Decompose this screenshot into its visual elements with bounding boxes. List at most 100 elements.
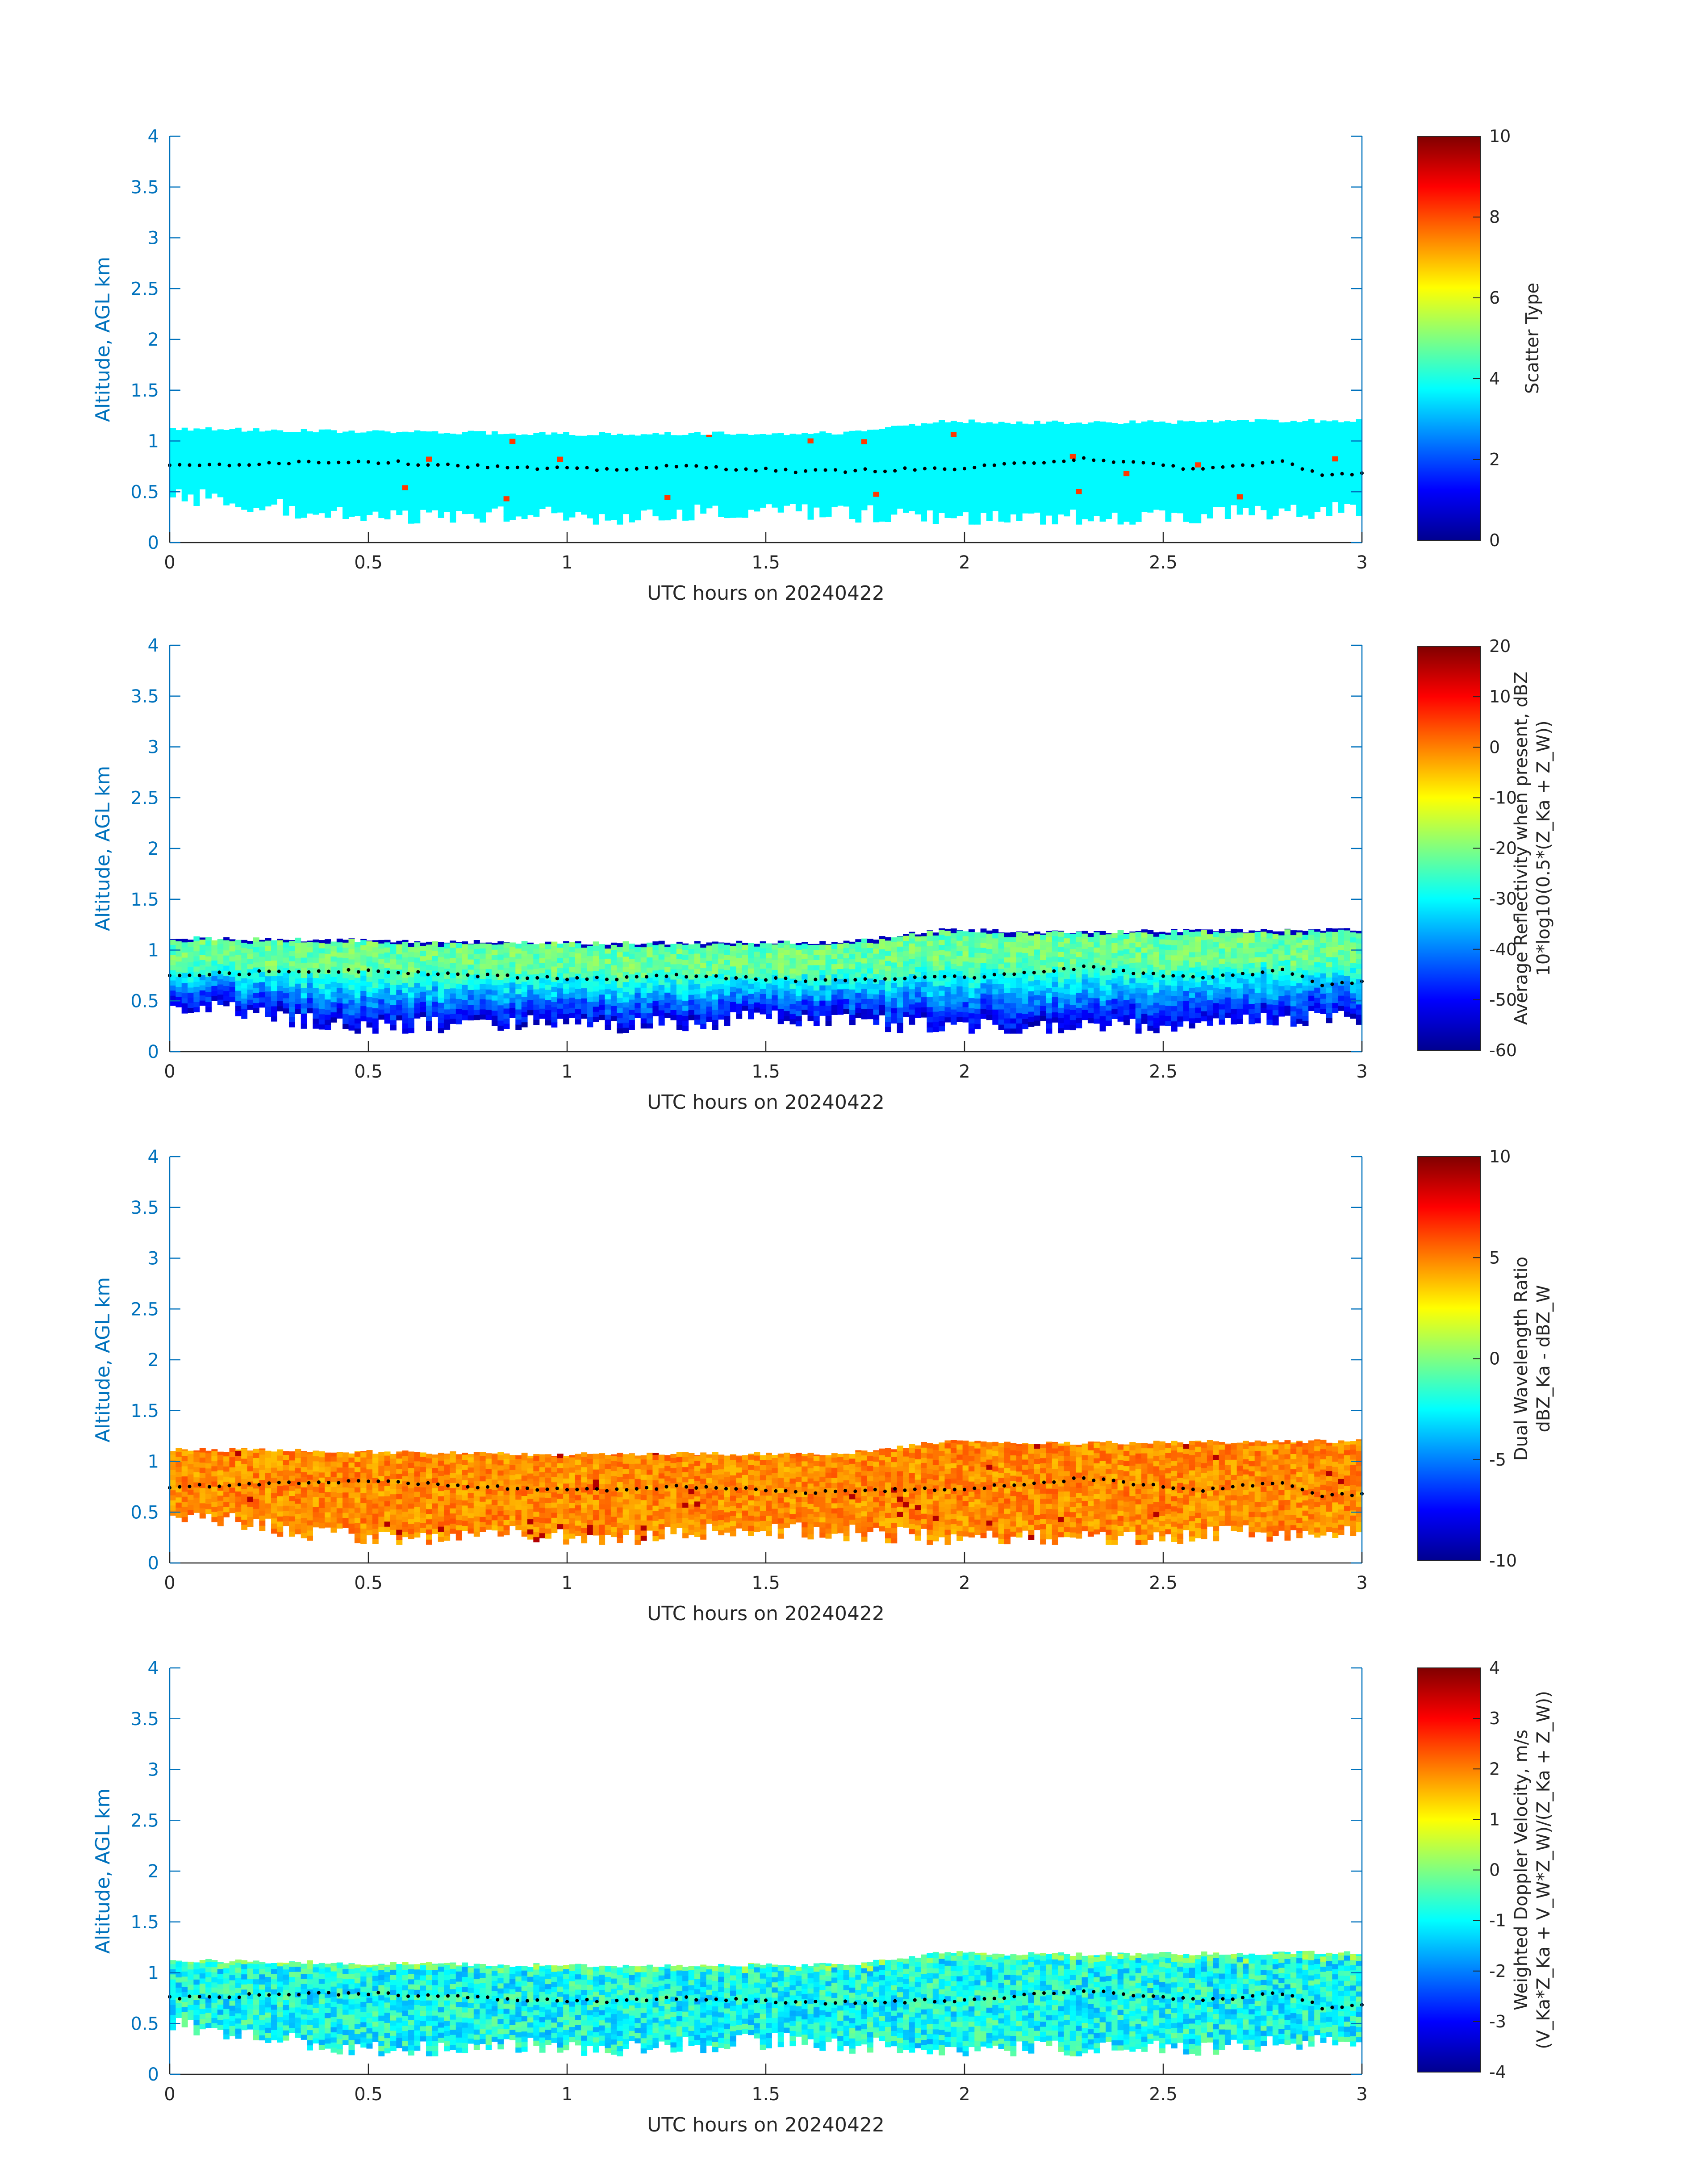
heatmap-cell xyxy=(325,994,331,1000)
heatmap-cell xyxy=(366,431,373,434)
heatmap-cell xyxy=(879,516,885,522)
heatmap-cell xyxy=(1236,423,1243,429)
heatmap-cell xyxy=(283,982,289,988)
heatmap-cell xyxy=(879,476,885,481)
heatmap-cell xyxy=(241,968,248,974)
heatmap-cell xyxy=(223,489,230,495)
heatmap-cell xyxy=(241,431,248,434)
heatmap-cell xyxy=(408,1002,414,1008)
heatmap-cell xyxy=(420,484,426,490)
heatmap-cell xyxy=(205,986,212,992)
heatmap-cell xyxy=(1236,489,1243,494)
heatmap-cell xyxy=(223,469,230,475)
heatmap-cell xyxy=(336,1008,343,1014)
heatmap-cell xyxy=(211,950,218,956)
heatmap-cell xyxy=(307,432,313,438)
heatmap-cell xyxy=(330,997,337,1003)
heatmap-cell xyxy=(1171,507,1178,513)
heatmap-cell xyxy=(706,482,713,488)
heatmap-cell xyxy=(694,479,701,485)
heatmap-cell xyxy=(1224,483,1231,489)
heatmap-cell xyxy=(390,449,397,455)
dotted-line-point xyxy=(615,468,619,472)
heatmap-cell xyxy=(575,481,581,487)
heatmap-cell xyxy=(688,515,695,521)
heatmap-cell xyxy=(944,441,951,447)
heatmap-cell xyxy=(742,477,748,482)
heatmap-cell xyxy=(885,460,891,466)
heatmap-cell xyxy=(372,972,379,978)
heatmap-cell xyxy=(617,519,623,525)
heatmap-cell xyxy=(587,493,593,498)
heatmap-cell xyxy=(444,476,451,481)
heatmap-cell xyxy=(402,495,409,501)
heatmap-cell xyxy=(253,502,259,508)
heatmap-cell xyxy=(587,437,593,443)
heatmap-cell xyxy=(897,472,903,478)
heatmap-cell xyxy=(223,1001,230,1007)
heatmap-cell xyxy=(551,956,558,961)
heatmap-cell xyxy=(670,483,677,489)
heatmap-cell xyxy=(807,484,814,489)
heatmap-cell xyxy=(521,951,528,957)
heatmap-cell xyxy=(1308,513,1315,519)
heatmap-cell xyxy=(420,1007,426,1012)
heatmap-cell xyxy=(1302,495,1309,501)
heatmap-cell xyxy=(587,457,593,463)
heatmap-cell xyxy=(622,1002,629,1008)
heatmap-cell xyxy=(301,993,307,999)
heatmap-cell xyxy=(539,953,546,958)
heatmap-cell xyxy=(390,495,397,501)
heatmap-cell xyxy=(1028,493,1035,498)
heatmap-cell xyxy=(802,489,808,494)
heatmap-cell xyxy=(450,434,456,436)
heatmap-cell xyxy=(1207,513,1213,518)
heatmap-cell xyxy=(188,967,194,973)
heatmap-cell xyxy=(408,1023,414,1028)
heatmap-cell xyxy=(1153,422,1160,424)
heatmap-cell xyxy=(473,979,480,985)
heatmap-cell xyxy=(205,961,212,967)
heatmap-cell xyxy=(468,493,474,499)
heatmap-cell xyxy=(813,451,820,457)
heatmap-cell xyxy=(515,1024,522,1030)
heatmap-cell xyxy=(784,449,790,455)
heatmap-cell xyxy=(992,501,999,506)
heatmap-cell xyxy=(1350,468,1357,474)
heatmap-cell xyxy=(1147,441,1154,447)
heatmap-cell xyxy=(390,439,397,444)
heatmap-cell xyxy=(497,1015,504,1021)
heatmap-cell xyxy=(825,496,832,502)
dotted-line-point xyxy=(1201,467,1205,471)
heatmap-cell xyxy=(473,498,480,504)
heatmap-cell xyxy=(647,993,653,998)
heatmap-cell xyxy=(664,479,671,485)
heatmap-cell xyxy=(342,978,349,983)
heatmap-cell xyxy=(420,1011,426,1017)
heatmap-cell xyxy=(330,449,337,455)
heatmap-cell xyxy=(1284,495,1291,501)
heatmap-cell xyxy=(640,998,647,1003)
heatmap-cell xyxy=(348,435,355,441)
heatmap-cell xyxy=(491,949,498,955)
heatmap-cell xyxy=(527,999,534,1005)
heatmap-cell xyxy=(1064,430,1070,435)
heatmap-cell xyxy=(354,480,361,486)
heatmap-cell xyxy=(974,504,981,510)
heatmap-cell xyxy=(271,443,277,449)
dotted-line-point xyxy=(1241,463,1244,467)
heatmap-cell xyxy=(1147,420,1154,421)
heatmap-cell xyxy=(1189,508,1195,514)
heatmap-cell xyxy=(330,991,337,997)
dotted-line-point xyxy=(505,466,509,470)
heatmap-cell xyxy=(1207,432,1213,437)
heatmap-cell xyxy=(1004,512,1011,518)
heatmap-cell xyxy=(414,962,421,968)
heatmap-cell xyxy=(307,962,313,968)
heatmap-cell xyxy=(348,949,355,955)
heatmap-cell xyxy=(348,984,355,990)
heatmap-cell xyxy=(700,452,707,458)
heatmap-cell xyxy=(563,993,569,999)
heatmap-cell xyxy=(557,487,564,493)
heatmap-cell xyxy=(1076,478,1082,484)
